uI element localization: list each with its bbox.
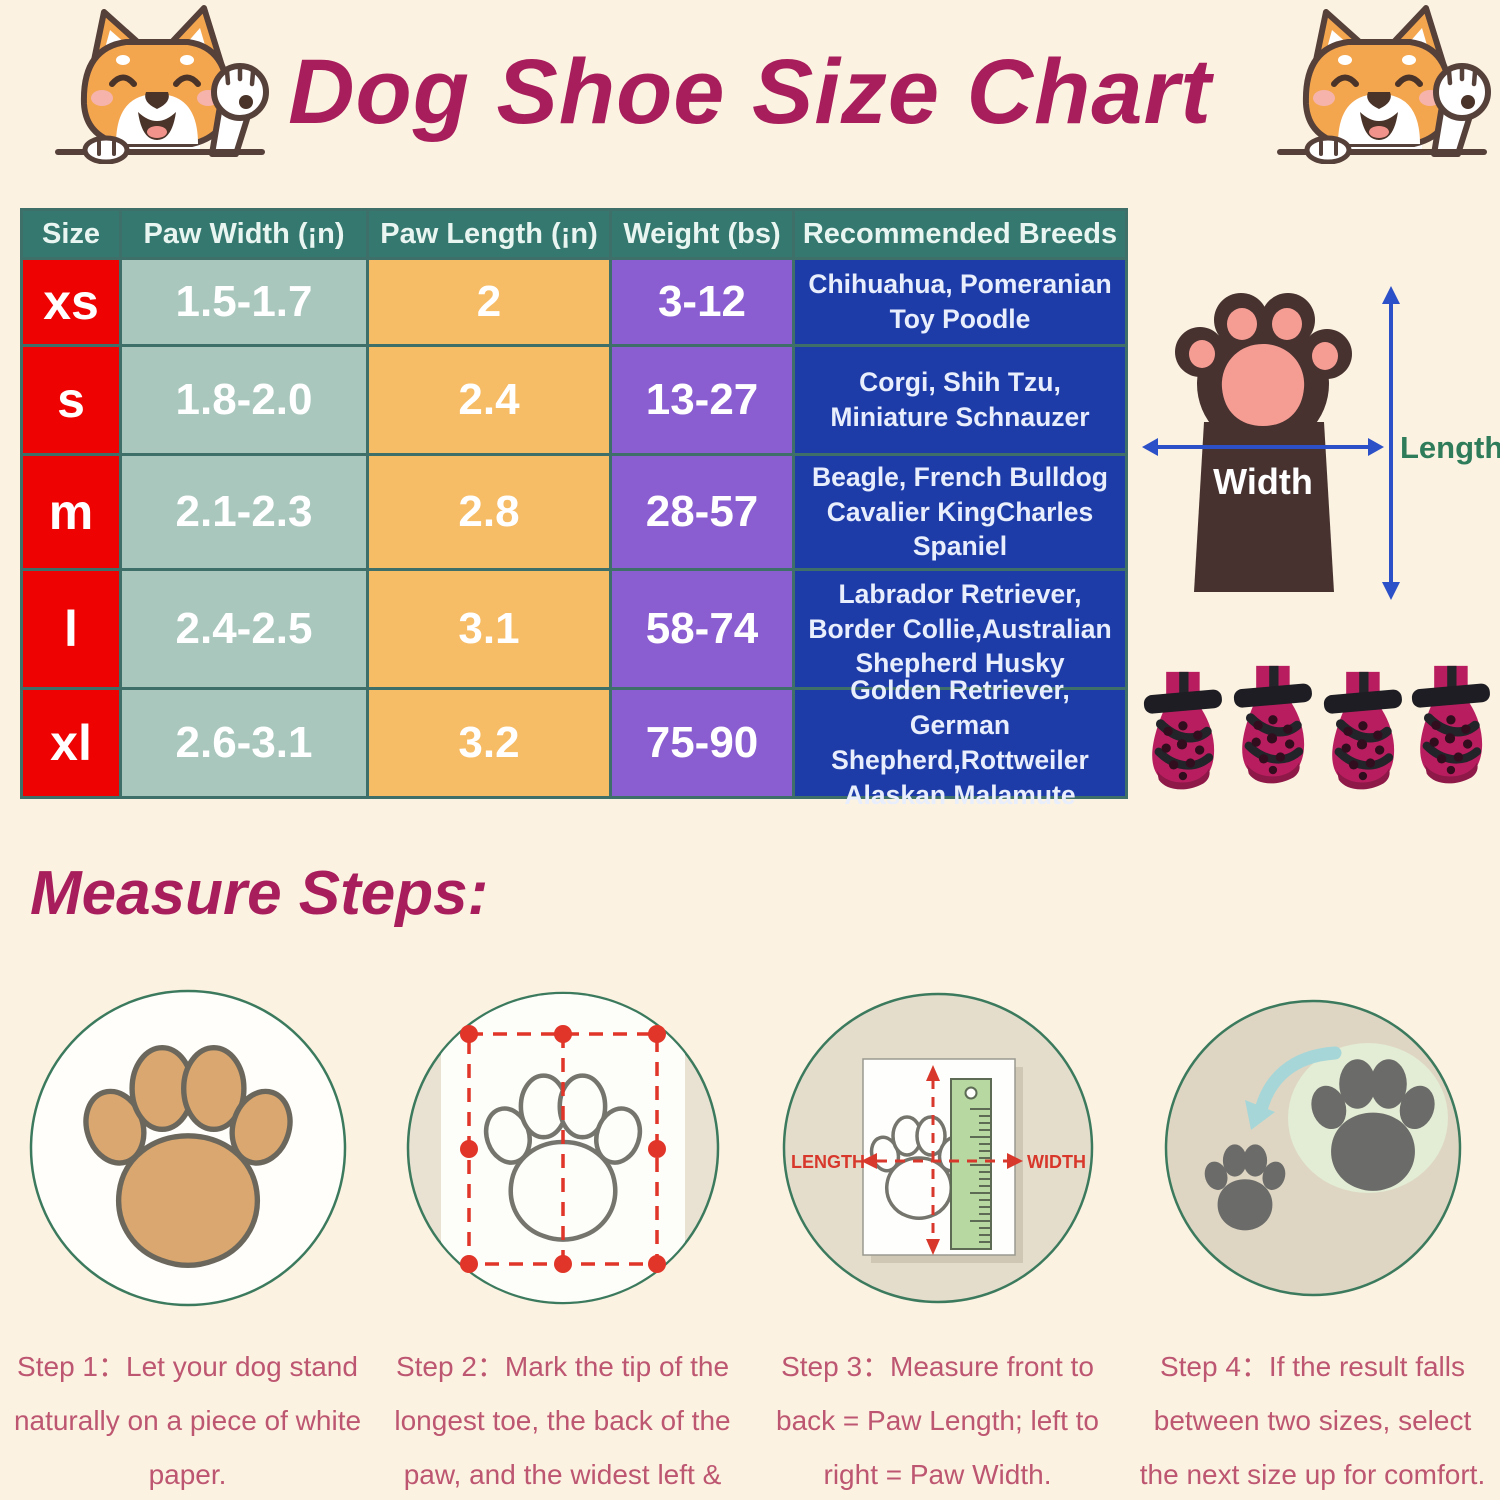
measure-steps-heading: Measure Steps: <box>30 859 489 928</box>
step3-length-label: LENGTH <box>791 1152 865 1172</box>
column-header-size: Size <box>23 211 119 257</box>
size-label: s <box>23 347 119 453</box>
step4-illustration <box>1125 983 1500 1313</box>
step1-illustration <box>0 983 375 1313</box>
weight-value: 28-57 <box>612 456 792 568</box>
weight-value: 75-90 <box>612 690 792 796</box>
length-arrow <box>1382 286 1400 600</box>
step4-size-compare-icon <box>1164 999 1461 1297</box>
size-label: l <box>23 571 119 687</box>
paw-length-value: 3.1 <box>369 571 609 687</box>
paw-width-value: 2.1-2.3 <box>122 456 366 568</box>
paw-measure-diagram: Width Length <box>1142 286 1500 600</box>
paw-width-value: 1.8-2.0 <box>122 347 366 453</box>
paw-width-value: 2.6-3.1 <box>122 690 366 796</box>
column-header-weight: Weight (bs) <box>612 211 792 257</box>
measure-steps-captions: Step 1：Let your dog stand naturally on a… <box>0 1340 1500 1500</box>
weight-value: 58-74 <box>612 571 792 687</box>
paw-length-value: 2.4 <box>369 347 609 453</box>
width-label: Width <box>1213 461 1313 502</box>
paw-width-value: 2.4-2.5 <box>122 571 366 687</box>
weight-value: 3-12 <box>612 260 792 344</box>
dog-shoes-image <box>1142 664 1500 794</box>
step3-ruler-measure-icon: LENGTH WIDTH <box>782 992 1093 1304</box>
size-label: m <box>23 456 119 568</box>
step1-paw-print-icon <box>29 989 346 1307</box>
breeds-value: Labrador Retriever, Border Collie,Austra… <box>795 571 1125 687</box>
column-header-paw-width: Paw Width (¡n) <box>122 211 366 257</box>
corgi-icon <box>1272 4 1492 164</box>
corgi-icon <box>50 4 270 164</box>
step4-caption: Step 4：If the result falls between two s… <box>1139 1351 1486 1490</box>
breeds-value: Golden Retriever, German Shepherd,Rottwe… <box>795 675 1125 810</box>
weight-value: 13-27 <box>612 347 792 453</box>
size-label: xs <box>23 260 119 344</box>
breeds-value: Chihuahua, Pomeranian Toy Poodle <box>795 260 1125 344</box>
length-label: Length <box>1400 430 1500 465</box>
breeds-value: Corgi, Shih Tzu, Miniature Schnauzer <box>795 347 1125 453</box>
size-chart-table: Size Paw Width (¡n) Paw Length (¡n) Weig… <box>20 208 1128 810</box>
measure-steps-illustrations: LENGTH WIDTH <box>0 983 1500 1313</box>
step3-caption: Step 3：Measure front to back = Paw Lengt… <box>776 1351 1099 1490</box>
step2-marked-paw-icon <box>406 991 719 1305</box>
step3-illustration: LENGTH WIDTH <box>750 983 1125 1313</box>
breeds-value: Beagle, French Bulldog Cavalier KingChar… <box>795 456 1125 568</box>
step2-illustration <box>375 983 750 1313</box>
paw-length-value: 3.2 <box>369 690 609 796</box>
width-arrow <box>1142 438 1384 456</box>
paw-width-value: 1.5-1.7 <box>122 260 366 344</box>
column-header-paw-length: Paw Length (¡n) <box>369 211 609 257</box>
column-header-breeds: Recommended Breeds <box>795 211 1125 257</box>
step3-width-label: WIDTH <box>1027 1152 1086 1172</box>
page-title: Dog Shoe Size Chart <box>288 41 1212 143</box>
step2-caption: Step 2：Mark the tip of the longest toe, … <box>394 1351 731 1490</box>
size-label: xl <box>23 690 119 796</box>
step1-caption: Step 1：Let your dog stand naturally on a… <box>13 1351 362 1490</box>
paw-length-value: 2.8 <box>369 456 609 568</box>
paw-length-value: 2 <box>369 260 609 344</box>
